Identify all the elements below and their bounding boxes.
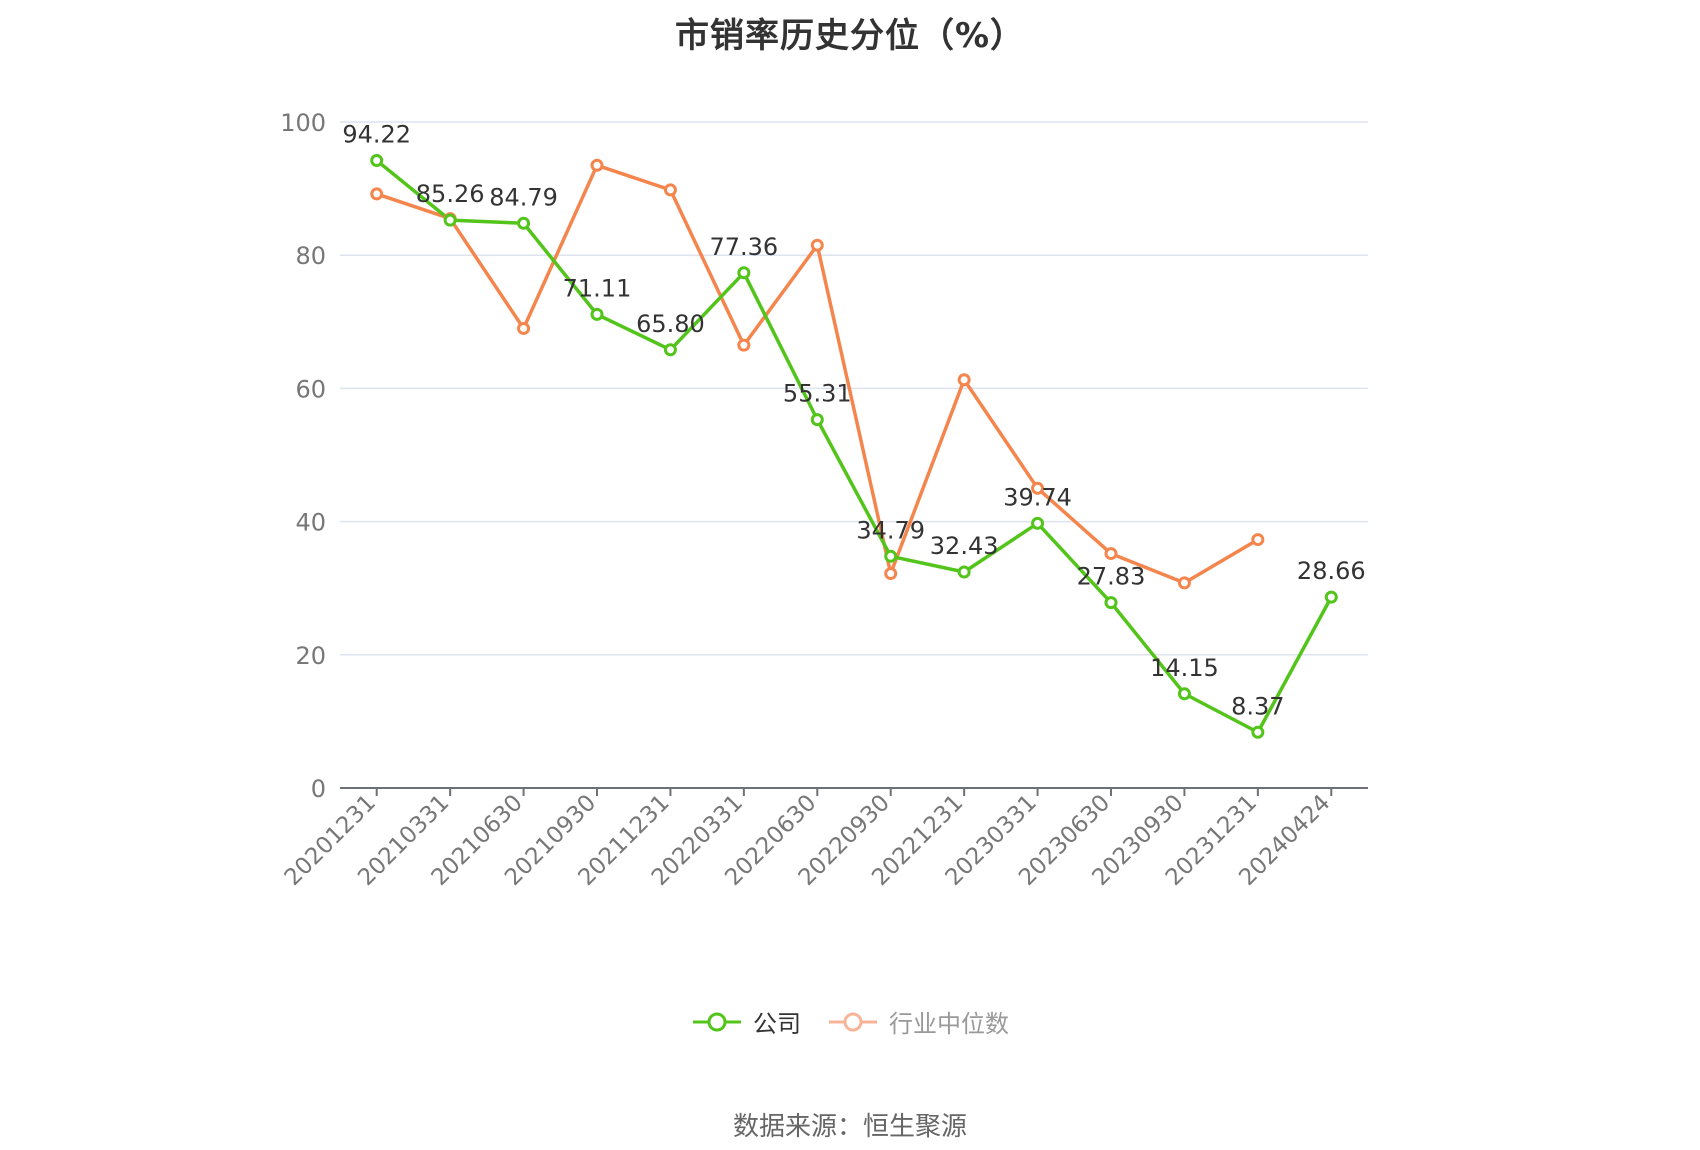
y-tick-label: 20 bbox=[295, 642, 326, 670]
data-point-company bbox=[810, 413, 824, 427]
legend-label-company: 公司 bbox=[753, 1010, 801, 1038]
data-point-industry-median bbox=[1177, 576, 1191, 590]
y-tick-label: 0 bbox=[311, 775, 326, 803]
data-point-industry-median bbox=[517, 321, 531, 335]
data-label: 94.22 bbox=[342, 120, 411, 148]
data-point-industry-median bbox=[1031, 481, 1045, 495]
data-label: 65.80 bbox=[636, 310, 705, 338]
data-point-company bbox=[957, 565, 971, 579]
series-lines bbox=[375, 159, 1333, 735]
data-point-company bbox=[590, 307, 604, 321]
legend-item-company[interactable]: 公司 bbox=[691, 1004, 801, 1039]
data-source: 数据来源：恒生聚源 bbox=[732, 1112, 967, 1142]
data-point-company bbox=[517, 216, 531, 230]
y-tick-label: 80 bbox=[295, 242, 326, 270]
y-tick-label: 100 bbox=[280, 109, 326, 137]
data-point-company bbox=[370, 153, 384, 167]
data-label: 28.66 bbox=[1297, 557, 1366, 585]
data-point-company bbox=[1324, 590, 1338, 604]
data-label: 34.79 bbox=[856, 516, 925, 544]
data-point-industry-median bbox=[663, 183, 677, 197]
data-label: 85.26 bbox=[416, 180, 485, 208]
data-point-industry-median bbox=[1251, 533, 1265, 547]
data-point-company bbox=[737, 266, 751, 280]
legend: 公司 行业中位数 bbox=[0, 1004, 1700, 1039]
data-label: 39.74 bbox=[1003, 483, 1072, 511]
data-point-company bbox=[1251, 725, 1265, 739]
chart-title: 市销率历史分位（%） bbox=[674, 16, 1026, 56]
data-point-industry-median bbox=[1104, 547, 1118, 561]
legend-item-industry-median[interactable]: 行业中位数 bbox=[827, 1004, 1009, 1039]
data-point-company bbox=[884, 549, 898, 563]
series-line-company bbox=[375, 159, 1333, 735]
data-label: 8.37 bbox=[1231, 692, 1284, 720]
data-point-company bbox=[663, 343, 677, 357]
grid-lines bbox=[340, 121, 1368, 656]
data-point-industry-median bbox=[590, 158, 604, 172]
data-label: 27.83 bbox=[1077, 563, 1146, 591]
data-point-company bbox=[1031, 516, 1045, 530]
series-points bbox=[370, 153, 1338, 739]
data-label: 55.31 bbox=[783, 380, 852, 408]
legend-line-icon bbox=[829, 1012, 877, 1031]
legend-label-industry-median: 行业中位数 bbox=[889, 1010, 1009, 1038]
data-label: 71.11 bbox=[563, 274, 632, 302]
data-label: 84.79 bbox=[489, 183, 558, 211]
data-point-company bbox=[443, 213, 457, 227]
data-label: 77.36 bbox=[709, 233, 778, 261]
data-point-industry-median bbox=[884, 567, 898, 581]
legend-line-icon bbox=[693, 1012, 741, 1031]
data-point-company bbox=[1104, 596, 1118, 610]
data-point-industry-median bbox=[737, 338, 751, 352]
y-tick-label: 40 bbox=[295, 509, 326, 537]
axes: 0204060801002020123120210331202106302021… bbox=[280, 109, 1368, 891]
data-point-industry-median bbox=[810, 238, 824, 252]
series-line-industry-median bbox=[376, 163, 1259, 585]
data-label: 32.43 bbox=[930, 532, 999, 560]
data-point-industry-median bbox=[957, 373, 971, 387]
data-point-industry-median bbox=[370, 187, 384, 201]
y-tick-label: 60 bbox=[295, 375, 326, 403]
data-point-company bbox=[1177, 687, 1191, 701]
data-label: 14.15 bbox=[1150, 654, 1219, 682]
